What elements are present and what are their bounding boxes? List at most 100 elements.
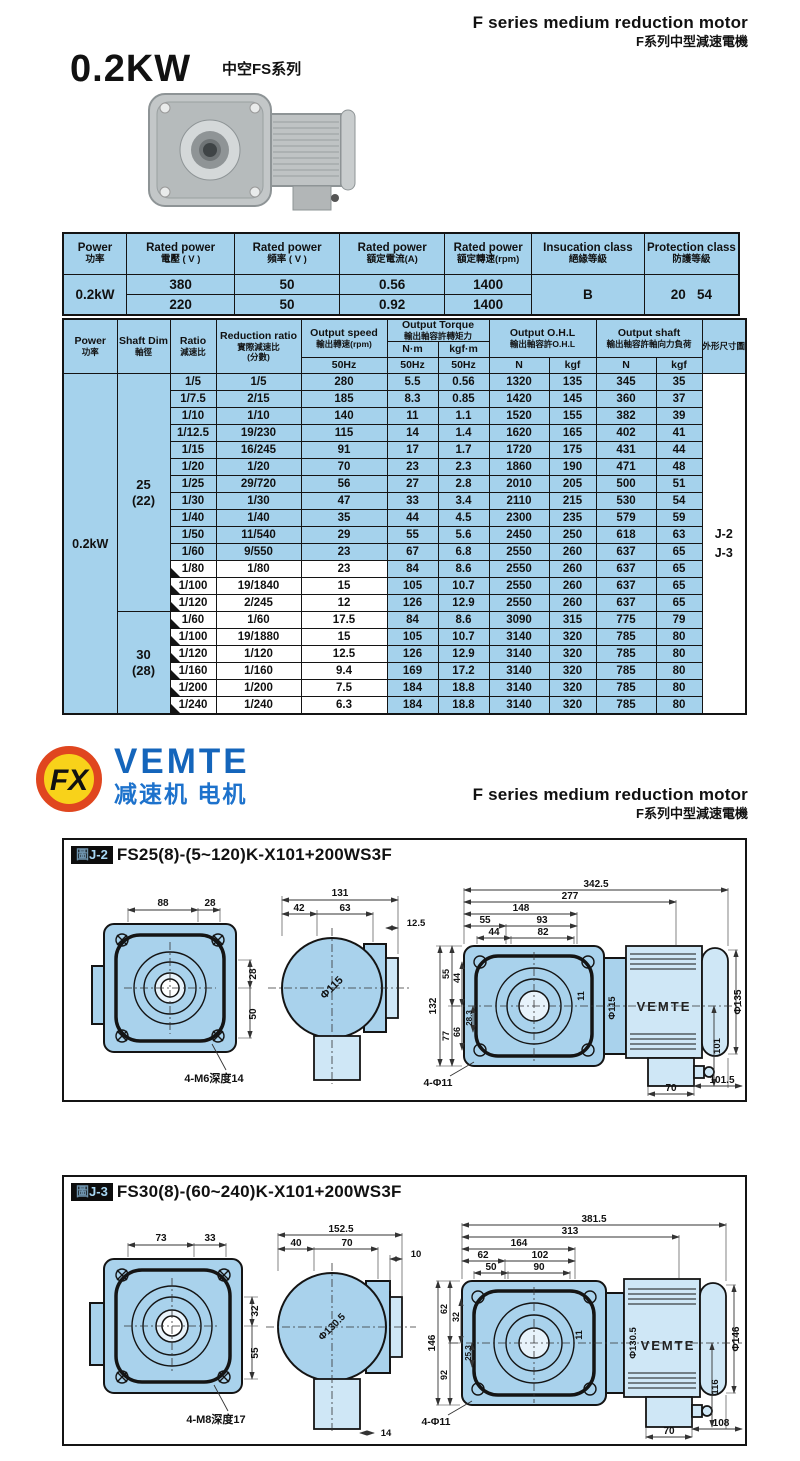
ohl-n-cell: 2110: [488, 492, 550, 511]
header-title-en: F series medium reduction motor: [472, 13, 748, 32]
triangle-marker: [170, 619, 180, 629]
ratio-cell: 1/25: [169, 475, 217, 494]
svg-text:164: 164: [511, 1238, 528, 1249]
ohl-kgf-cell: 215: [548, 492, 597, 511]
svg-text:28: 28: [204, 898, 216, 909]
ohl-n-cell: 2550: [488, 543, 550, 562]
torque-kgfm-cell: 12.9: [437, 645, 490, 664]
ohl-n-cell: 1320: [488, 373, 550, 392]
triangle-marker: [170, 636, 180, 646]
svg-text:101.5: 101.5: [709, 1075, 734, 1086]
svg-text:108: 108: [713, 1418, 730, 1429]
torque-nm-cell: 23: [386, 458, 439, 477]
spec-col-speed: Output speed 輸出轉速(rpm): [300, 318, 388, 359]
torque-nm-cell: 84: [386, 611, 439, 630]
ohl-kgf-cell: 155: [548, 407, 597, 426]
shaft-kgf-cell: 80: [655, 679, 703, 698]
torque-nm-cell: 105: [386, 577, 439, 596]
voltage-value: 220: [126, 294, 236, 316]
shaft-n-cell: 785: [595, 645, 657, 664]
ohl-n-cell: 1420: [488, 390, 550, 409]
header-title-en: F series medium reduction motor: [472, 785, 748, 804]
drawing-box-j2: 圖J-2 FS25(8)-(5~120)K-X101+200WS3F: [62, 838, 747, 1102]
ohl-kgf-cell: 260: [548, 543, 597, 562]
svg-text:25.3: 25.3: [464, 1345, 473, 1361]
rating-col-speed: Rated power 額定轉速(rpm): [444, 232, 532, 275]
svg-text:40: 40: [290, 1238, 302, 1249]
shaft-n-cell: 579: [595, 509, 657, 528]
spec-row: 30 (28) 1/60 1/60 17.5 84 8.6 3090 315 775 79: [63, 611, 746, 715]
ohl-n-cell: 2550: [488, 560, 550, 579]
spec-col-reduction: Reduction ratio 實際減速比 (分數): [215, 318, 302, 375]
torque-nm-cell: 11: [386, 407, 439, 426]
ratio-cell: 1/80: [169, 560, 217, 579]
vemte-logo: FX VEMTE 减速机 电机: [34, 743, 250, 814]
ohl-kgf-cell: 320: [548, 662, 597, 681]
shaft-kgf-cell: 65: [655, 577, 703, 596]
shaft-n-cell: 382: [595, 407, 657, 426]
triangle-marker: [170, 585, 180, 595]
spec-col-shaft: Shaft Dim 軸徑: [116, 318, 171, 375]
svg-text:55: 55: [250, 1347, 261, 1359]
shaft-n-cell: 345: [595, 373, 657, 392]
reduction-cell: 16/245: [215, 441, 302, 460]
shaft-kgf-cell: 44: [655, 441, 703, 460]
series-subtitle: 中空FS系列: [222, 61, 302, 78]
svg-text:42: 42: [293, 903, 305, 914]
ratio-cell: 1/10: [169, 407, 217, 426]
ohl-n-cell: 3140: [488, 679, 550, 698]
ratio-cell: 1/30: [169, 492, 217, 511]
shaft-n-cell: 637: [595, 543, 657, 562]
ohl-n-cell: 1720: [488, 441, 550, 460]
svg-text:116: 116: [710, 1379, 721, 1394]
logo-badge: FX: [36, 746, 102, 812]
spec-col-ratio: Ratio 減速比: [169, 318, 217, 375]
torque-kgfm-cell: 1.1: [437, 407, 490, 426]
torque-sub-50hz-1: 50Hz: [386, 357, 439, 375]
ohl-n-cell: 3090: [488, 611, 550, 630]
ohl-kgf-cell: 260: [548, 594, 597, 613]
rating-col-current: Rated power 額定電流(A): [338, 232, 446, 275]
torque-nm-cell: 33: [386, 492, 439, 511]
ohl-kgf-cell: 315: [548, 611, 597, 630]
torque-nm-cell: 14: [386, 424, 439, 443]
speed-cell: 7.5: [300, 679, 388, 698]
spec-col-power: Power 功率: [62, 318, 118, 375]
svg-text:313: 313: [562, 1226, 579, 1237]
spec-row: 1/40 1/40 35 44 4.5 2300 235 579 59: [63, 509, 746, 528]
svg-text:4-Φ11: 4-Φ11: [423, 1077, 452, 1089]
spec-row: 1/100 19/1880 15 105 10.7 3140 320 785 80: [63, 628, 746, 647]
shaft-kgf-cell: 54: [655, 492, 703, 511]
reduction-cell: 2/15: [215, 390, 302, 409]
svg-text:4-Φ11: 4-Φ11: [421, 1416, 450, 1428]
reduction-cell: 1/20: [215, 458, 302, 477]
shaft-kgf-cell: 59: [655, 509, 703, 528]
rating-col-voltage: Rated power 電壓 ( V ): [126, 232, 236, 275]
ohl-kgf-cell: 320: [548, 645, 597, 664]
ohl-n-cell: 3140: [488, 696, 550, 715]
speed-cell: 15: [300, 628, 388, 647]
shaft-n-cell: 618: [595, 526, 657, 545]
speed-cell: 140: [300, 407, 388, 426]
reduction-cell: 1/10: [215, 407, 302, 426]
frequency-value: 50: [234, 274, 340, 295]
svg-text:Φ115: Φ115: [607, 996, 618, 1020]
speed-cell: 70: [300, 458, 388, 477]
svg-text:Φ146: Φ146: [731, 1326, 742, 1351]
triangle-marker: [170, 687, 180, 697]
rating-col-protection: Protection class 防護等級: [643, 232, 740, 275]
torque-nm-cell: 184: [386, 679, 439, 698]
speed-cell: 47: [300, 492, 388, 511]
ohl-n-cell: 1860: [488, 458, 550, 477]
ohl-kgf-cell: 175: [548, 441, 597, 460]
svg-text:62: 62: [439, 1304, 449, 1314]
svg-text:VEMTE: VEMTE: [641, 1338, 696, 1353]
ratio-cell: 1/120: [169, 645, 217, 664]
svg-text:28: 28: [248, 968, 259, 980]
spec-col-outline: 外形尺寸圖: [701, 318, 747, 375]
speed-sub-50hz: 50Hz: [300, 357, 388, 375]
spec-row: 1/200 1/200 7.5 184 18.8 3140 320 785 80: [63, 679, 746, 698]
ratio-cell: 1/7.5: [169, 390, 217, 409]
protection-value: 20 54: [643, 274, 740, 316]
reduction-cell: 1/160: [215, 662, 302, 681]
